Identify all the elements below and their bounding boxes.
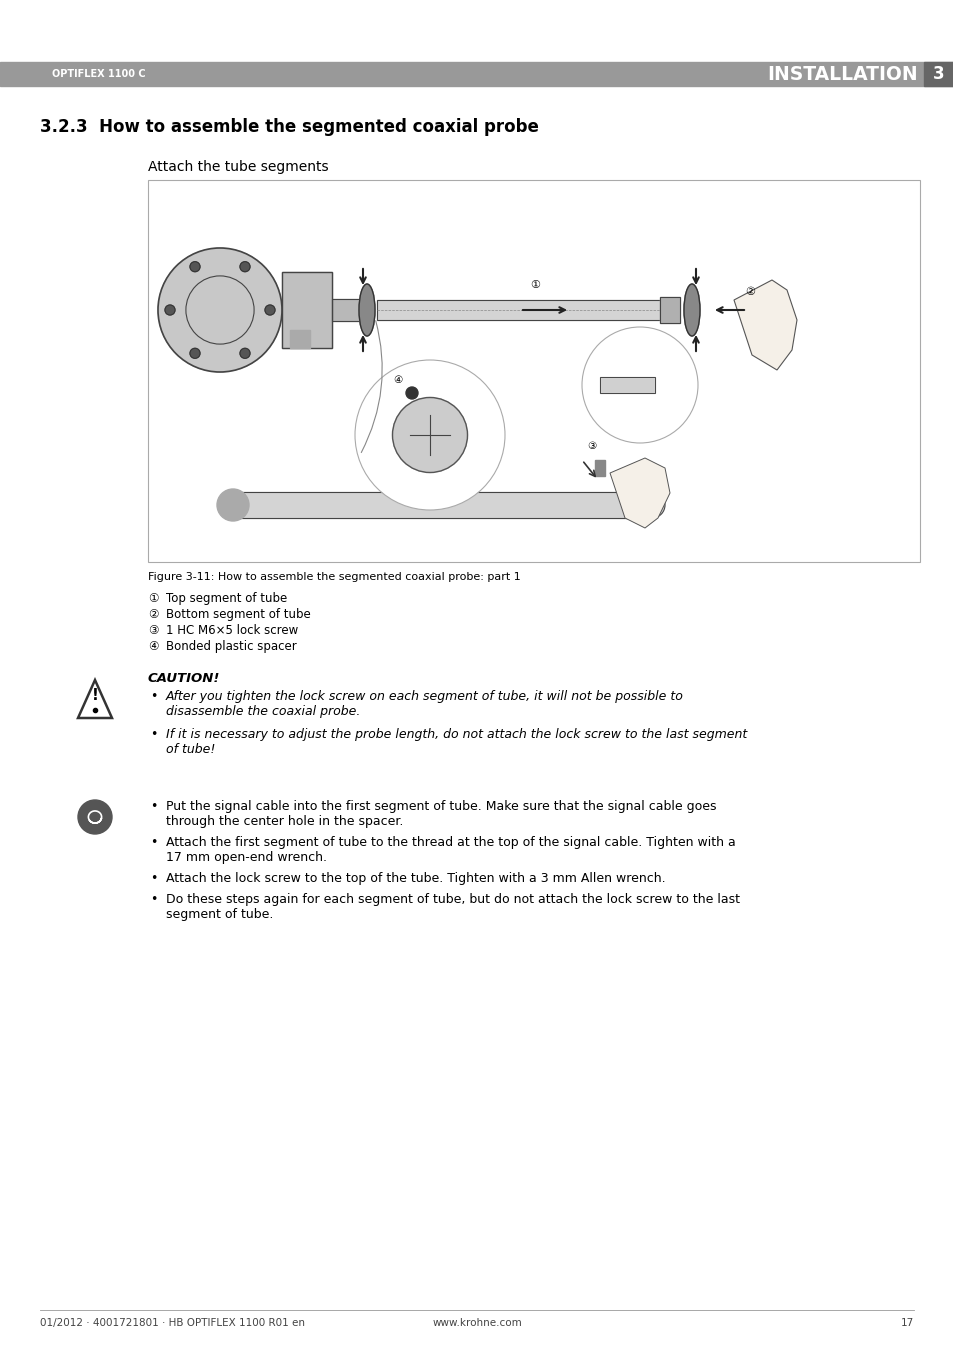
Text: 3: 3	[932, 65, 943, 82]
Text: 17 mm open-end wrench.: 17 mm open-end wrench.	[166, 851, 327, 865]
Text: 1 HC M6×5 lock screw: 1 HC M6×5 lock screw	[166, 624, 298, 638]
Text: ②: ②	[148, 608, 158, 621]
Text: disassemble the coaxial probe.: disassemble the coaxial probe.	[166, 705, 360, 717]
Bar	[225, 492, 629, 517]
Bar	[0, 62, 953, 86]
Circle shape	[392, 397, 467, 473]
Circle shape	[355, 359, 504, 509]
Text: Bonded plastic spacer: Bonded plastic spacer	[166, 640, 296, 653]
Text: 01/2012 · 4001721801 · HB OPTIFLEX 1100 R01 en: 01/2012 · 4001721801 · HB OPTIFLEX 1100 …	[40, 1319, 305, 1328]
Text: Attach the tube segments: Attach the tube segments	[148, 159, 328, 174]
Text: After you tighten the lock screw on each segment of tube, it will not be possibl: After you tighten the lock screw on each…	[166, 690, 683, 703]
Bar	[376, 300, 659, 320]
Text: through the center hole in the spacer.: through the center hole in the spacer.	[166, 815, 403, 828]
Text: ④: ④	[393, 376, 402, 385]
Bar	[629, 492, 647, 517]
Bar	[332, 299, 361, 322]
Ellipse shape	[683, 284, 700, 336]
Circle shape	[216, 489, 249, 521]
Text: INSTALLATION: INSTALLATION	[766, 65, 917, 84]
Bar	[282, 272, 332, 349]
Bar	[659, 297, 679, 323]
Bar	[923, 62, 953, 86]
Text: 17: 17	[900, 1319, 913, 1328]
Text: of tube!: of tube!	[166, 743, 215, 757]
Polygon shape	[609, 458, 669, 528]
Text: •: •	[150, 893, 157, 907]
Ellipse shape	[358, 284, 375, 336]
Bar	[332, 299, 361, 322]
Polygon shape	[78, 680, 112, 717]
Bar	[148, 180, 919, 562]
Text: Attach the lock screw to the top of the tube. Tighten with a 3 mm Allen wrench.: Attach the lock screw to the top of the …	[166, 871, 665, 885]
Bar	[225, 492, 629, 517]
Text: Bottom segment of tube: Bottom segment of tube	[166, 608, 311, 621]
Circle shape	[639, 492, 664, 517]
Polygon shape	[733, 280, 796, 370]
Text: !: !	[91, 689, 98, 704]
Bar	[599, 377, 655, 393]
Bar	[595, 459, 604, 476]
Text: If it is necessary to adjust the probe length, do not attach the lock screw to t: If it is necessary to adjust the probe l…	[166, 728, 746, 740]
Circle shape	[78, 800, 112, 834]
Bar	[282, 272, 332, 349]
Circle shape	[190, 262, 200, 272]
Circle shape	[158, 249, 282, 372]
Bar	[376, 300, 659, 320]
Text: 3.2.3  How to assemble the segmented coaxial probe: 3.2.3 How to assemble the segmented coax…	[40, 118, 538, 136]
Bar	[599, 377, 655, 393]
Text: •: •	[150, 728, 157, 740]
Text: ③: ③	[587, 440, 596, 451]
Bar	[659, 297, 679, 323]
Text: ①: ①	[148, 592, 158, 605]
Text: •: •	[150, 800, 157, 813]
Circle shape	[265, 305, 274, 315]
Text: OPTIFLEX 1100 C: OPTIFLEX 1100 C	[52, 69, 146, 78]
Circle shape	[165, 305, 174, 315]
Text: •: •	[150, 690, 157, 703]
Text: ①: ①	[530, 280, 539, 290]
Text: CAUTION!: CAUTION!	[148, 671, 220, 685]
Text: ④: ④	[148, 640, 158, 653]
Circle shape	[240, 349, 250, 358]
Circle shape	[581, 327, 698, 443]
Text: Attach the first segment of tube to the thread at the top of the signal cable. T: Attach the first segment of tube to the …	[166, 836, 735, 848]
Text: ②: ②	[744, 286, 754, 297]
Circle shape	[406, 386, 417, 399]
Text: www.krohne.com: www.krohne.com	[432, 1319, 521, 1328]
Text: Figure 3-11: How to assemble the segmented coaxial probe: part 1: Figure 3-11: How to assemble the segment…	[148, 571, 520, 582]
Text: ③: ③	[148, 624, 158, 638]
Bar	[629, 492, 647, 517]
Text: Do these steps again for each segment of tube, but do not attach the lock screw : Do these steps again for each segment of…	[166, 893, 740, 907]
Circle shape	[190, 349, 200, 358]
Text: Top segment of tube: Top segment of tube	[166, 592, 287, 605]
Text: segment of tube.: segment of tube.	[166, 908, 274, 921]
Text: Put the signal cable into the first segment of tube. Make sure that the signal c: Put the signal cable into the first segm…	[166, 800, 716, 813]
Text: •: •	[150, 871, 157, 885]
Bar	[290, 330, 310, 349]
Text: •: •	[150, 836, 157, 848]
Circle shape	[240, 262, 250, 272]
